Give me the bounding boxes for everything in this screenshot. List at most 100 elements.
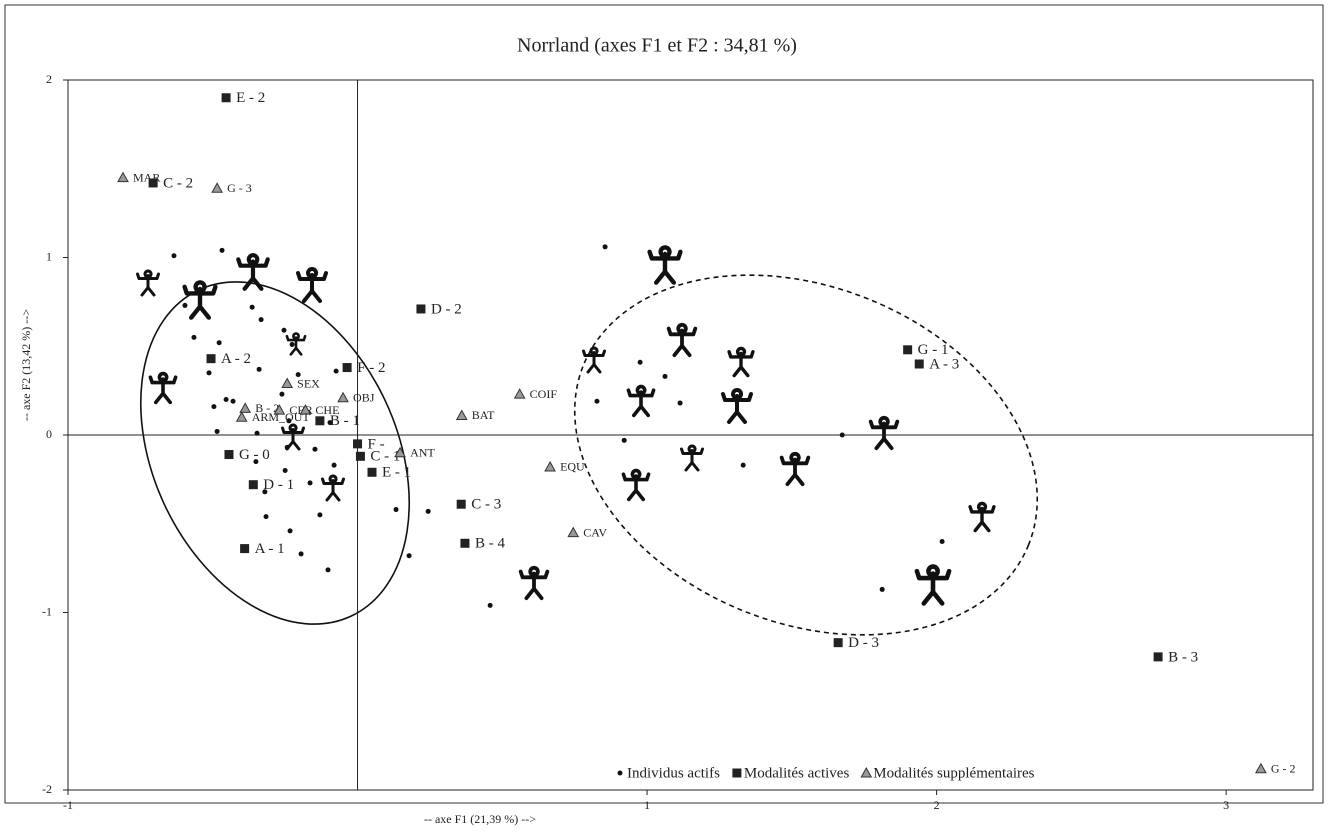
marker-dot xyxy=(171,253,177,259)
cluster-ellipse xyxy=(139,281,411,625)
marker-dot xyxy=(325,567,331,573)
marker-dot xyxy=(287,528,293,534)
marker-dot xyxy=(286,418,292,424)
point-label: B - 3 xyxy=(1168,649,1198,665)
marker-square xyxy=(224,450,234,460)
point-label: A - 1 xyxy=(255,541,285,557)
y-tick-label: -1 xyxy=(42,604,52,618)
marker-dot xyxy=(740,462,746,468)
marker-square xyxy=(353,439,363,449)
point-label: E - 2 xyxy=(236,90,265,106)
marker-dot xyxy=(219,247,225,253)
marker-dot xyxy=(602,244,608,250)
point-label: E - 1 xyxy=(382,465,411,481)
marker-triangle xyxy=(567,526,580,538)
chart-title: Norrland (axes F1 et F2 : 34,81 %) xyxy=(517,35,797,57)
legend-marker xyxy=(732,768,742,778)
marker-dot xyxy=(223,397,229,402)
marker-triangle xyxy=(299,404,312,415)
marker-triangle xyxy=(117,171,129,183)
marker-dot xyxy=(281,327,287,333)
marker-dot xyxy=(182,302,188,308)
point-label: CAV xyxy=(583,525,607,539)
point-label: C - 3 xyxy=(471,497,501,513)
x-tick-label: 1 xyxy=(644,798,650,812)
point-label: F - xyxy=(368,436,385,452)
y-tick-label: 2 xyxy=(46,72,52,86)
marker-dot xyxy=(839,432,845,438)
marker-dot xyxy=(211,404,217,410)
legend-marker xyxy=(860,766,873,778)
x-axis-label: -- axe F1 (21,39 %) --> xyxy=(424,812,536,826)
outer-frame xyxy=(4,4,1324,804)
marker-triangle xyxy=(337,391,349,403)
y-tick-label: -2 xyxy=(42,782,52,796)
marker-dot xyxy=(263,514,269,520)
marker-dot xyxy=(939,539,945,544)
marker-dot xyxy=(307,480,313,486)
marker-dot xyxy=(298,551,304,557)
marker-dot xyxy=(879,586,885,592)
point-label: G - 2 xyxy=(1271,761,1296,775)
marker-dot xyxy=(249,304,255,310)
x-tick-label: 3 xyxy=(1223,798,1229,812)
marker-dot xyxy=(256,366,262,372)
x-tick-label: 2 xyxy=(934,798,940,812)
y-tick-label: 1 xyxy=(46,249,52,263)
marker-dot xyxy=(253,459,259,465)
point-label: CHE xyxy=(315,403,339,417)
marker-square xyxy=(460,538,470,548)
marker-dot xyxy=(258,317,264,323)
legend-label: Modalités supplémentaires xyxy=(873,765,1034,781)
legend-label: Individus actifs xyxy=(627,765,720,781)
point-label: SEX xyxy=(297,376,320,390)
x-tick-label: -1 xyxy=(63,798,73,812)
point-label: C - 2 xyxy=(163,175,193,191)
marker-dot xyxy=(621,437,627,443)
marker-dot xyxy=(425,508,431,514)
marker-square xyxy=(342,363,352,373)
point-label: B - 1 xyxy=(330,413,360,429)
marker-dot xyxy=(406,553,412,559)
marker-triangle xyxy=(273,404,286,415)
point-label: BAT xyxy=(472,408,495,422)
marker-dot xyxy=(637,359,643,365)
marker-triangle xyxy=(235,411,248,422)
marker-dot xyxy=(295,372,301,378)
point-label: D - 2 xyxy=(431,301,462,317)
marker-dot xyxy=(677,400,683,406)
point-label: D - 3 xyxy=(848,635,879,651)
point-label: D - 1 xyxy=(263,477,294,493)
marker-dot xyxy=(393,507,399,513)
marker-dot xyxy=(317,512,323,518)
y-tick-label: 0 xyxy=(46,427,52,441)
legend-marker xyxy=(617,770,623,776)
marker-triangle xyxy=(394,446,406,458)
marker-dot xyxy=(214,428,220,434)
marker-dot xyxy=(487,602,493,608)
marker-square xyxy=(456,499,466,509)
marker-square xyxy=(240,544,250,554)
marker-dot xyxy=(216,340,222,346)
point-label: B - 2 xyxy=(255,401,279,415)
marker-dot xyxy=(312,446,318,452)
marker-triangle xyxy=(544,460,556,472)
marker-dot xyxy=(289,341,295,347)
marker-square xyxy=(221,93,231,103)
marker-triangle xyxy=(1255,762,1267,774)
point-label: C - 1 xyxy=(370,449,400,465)
point-label: F - 2 xyxy=(357,360,385,376)
marker-dot xyxy=(282,468,288,473)
marker-triangle xyxy=(513,388,526,399)
cluster-ellipse xyxy=(573,274,1039,636)
point-label: A - 2 xyxy=(221,351,251,367)
marker-dot xyxy=(594,398,600,404)
marker-square xyxy=(833,638,843,648)
point-label: G - 3 xyxy=(227,181,252,195)
point-label: G - 0 xyxy=(239,447,270,463)
marker-dot xyxy=(327,420,333,426)
marker-triangle xyxy=(281,377,294,389)
marker-square xyxy=(367,467,377,477)
point-label: ANT xyxy=(410,446,435,460)
